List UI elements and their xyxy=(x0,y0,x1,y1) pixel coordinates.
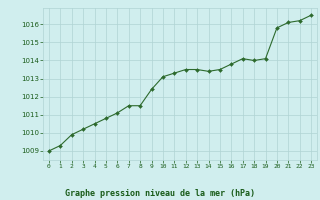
Text: Graphe pression niveau de la mer (hPa): Graphe pression niveau de la mer (hPa) xyxy=(65,189,255,198)
